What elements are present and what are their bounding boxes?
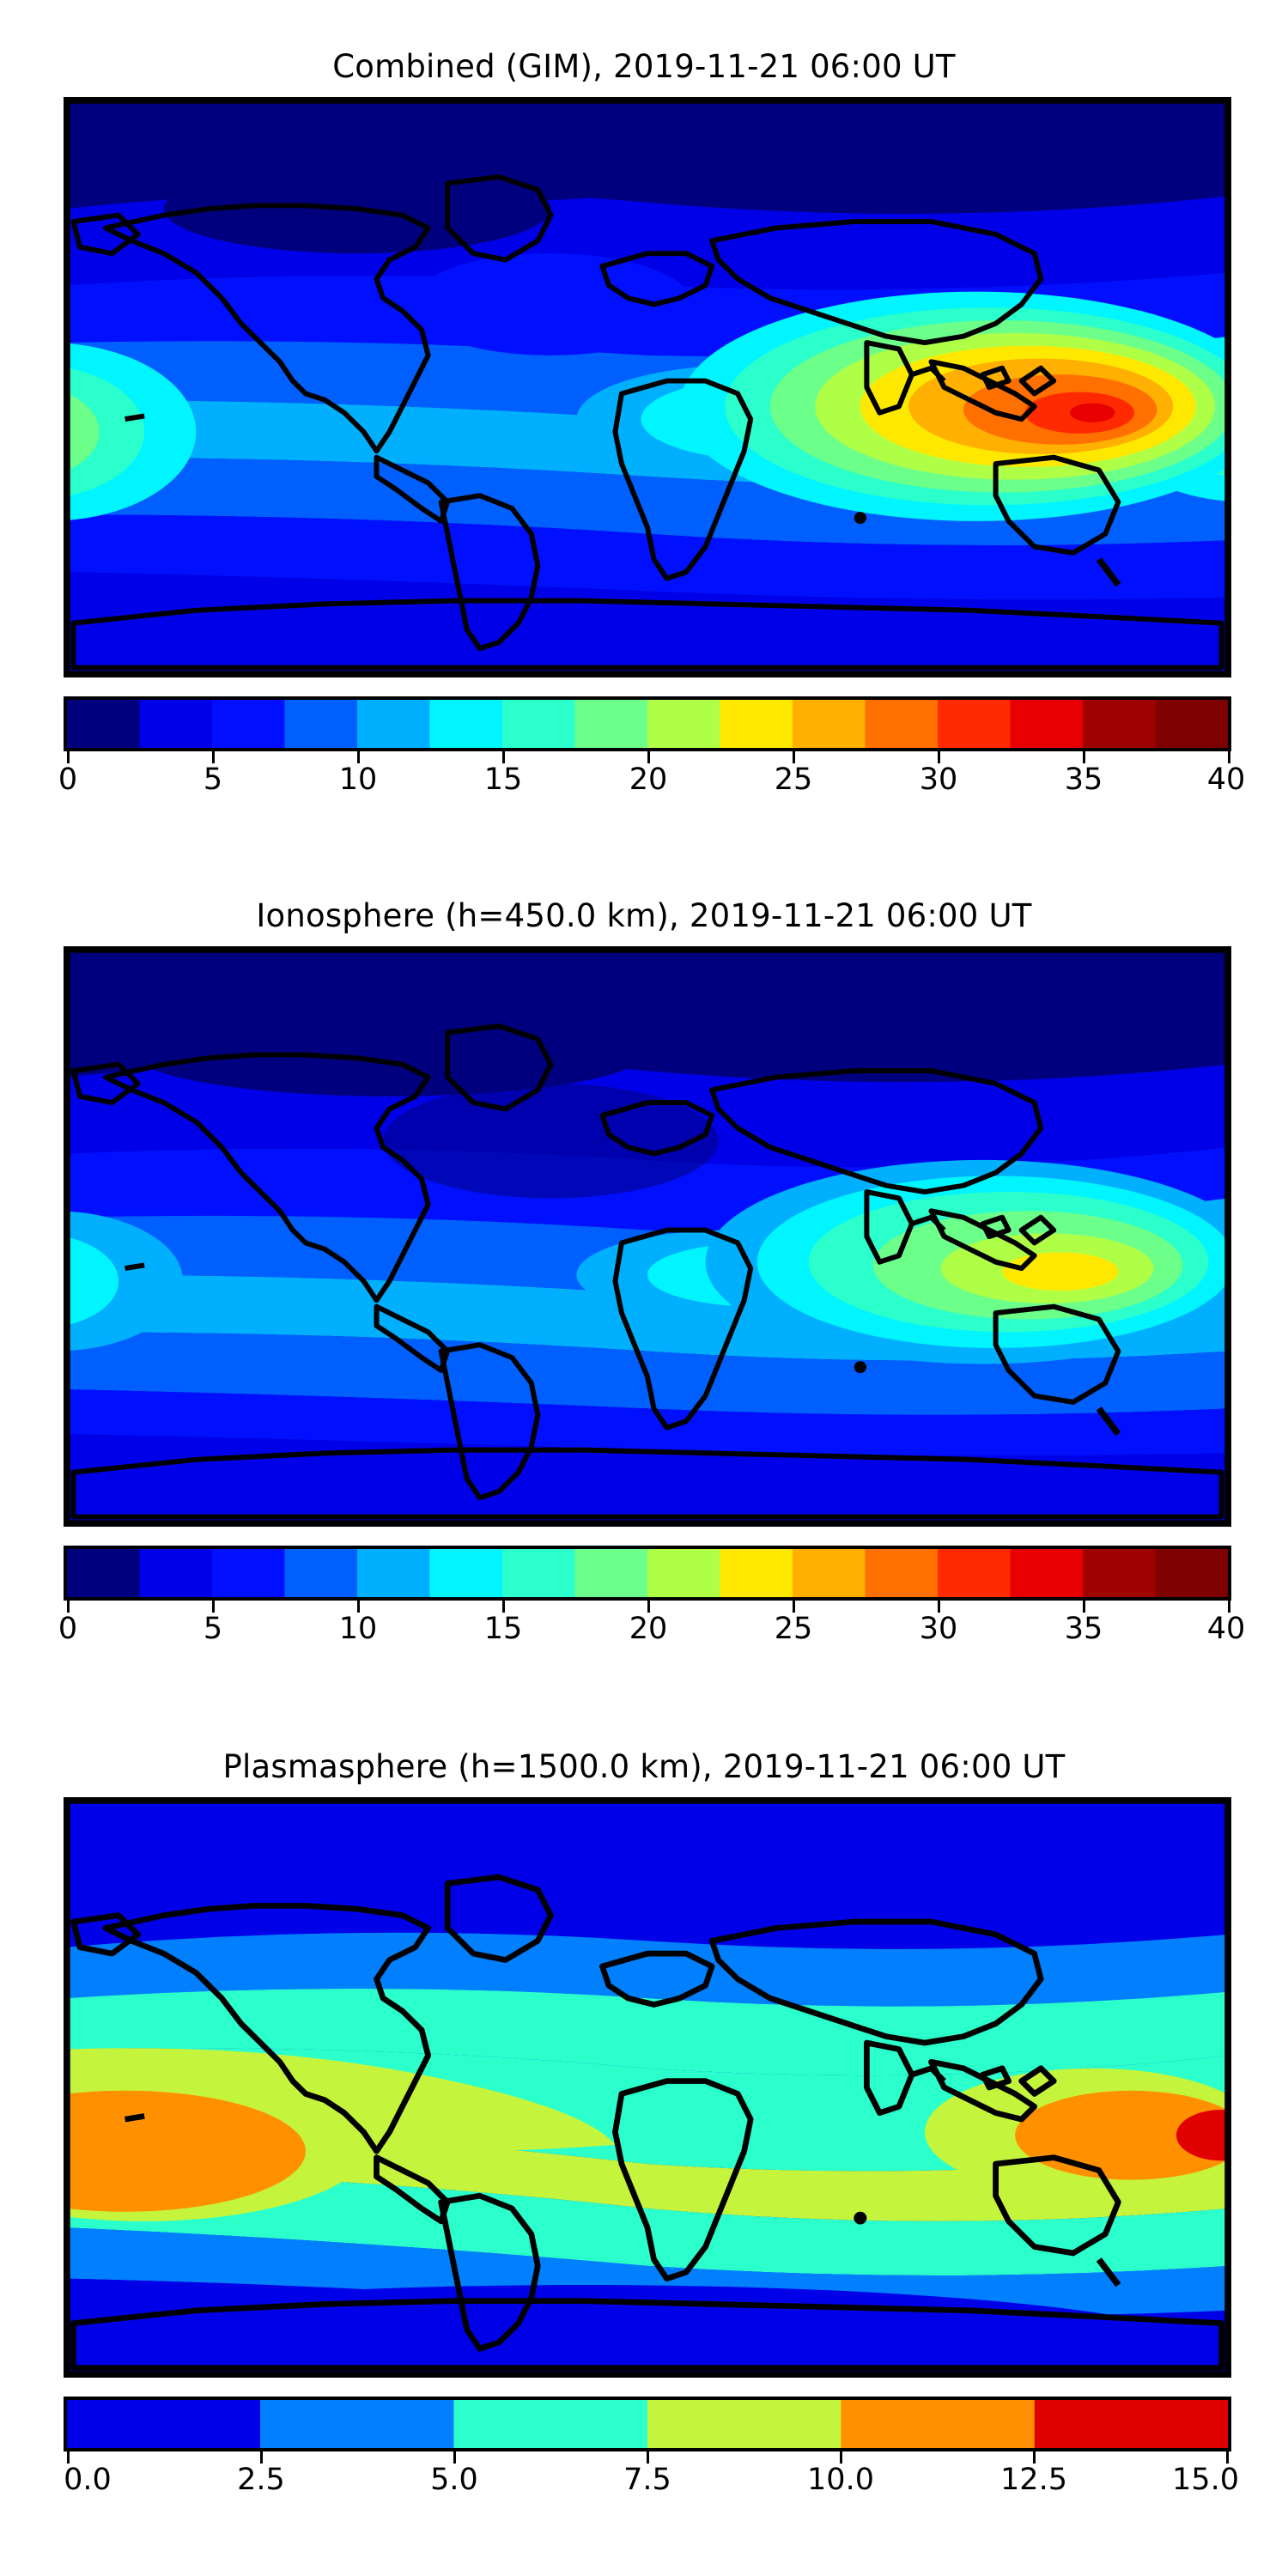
cbar3-tick-1: 2.5 bbox=[237, 2463, 285, 2497]
cbar2-tick-1: 5 bbox=[203, 1612, 223, 1646]
colorbar-ionosphere[interactable]: 0 5 10 15 20 25 30 35 40 bbox=[58, 1546, 1245, 1656]
panel-plasmasphere-title: Plasmasphere (h=1500.0 km), 2019-11-21 0… bbox=[222, 1748, 1066, 1785]
cbar1-tick-4: 20 bbox=[629, 762, 668, 797]
map-ionosphere[interactable] bbox=[64, 946, 1231, 1527]
map-plasmasphere-canvas[interactable] bbox=[64, 1797, 1231, 2378]
cbar2-tick-0: 0 bbox=[58, 1612, 78, 1646]
map-combined[interactable] bbox=[64, 97, 1231, 677]
cbar1-tick-7: 35 bbox=[1064, 762, 1103, 797]
cbar2-tick-5: 25 bbox=[774, 1612, 813, 1646]
cbar3-tick-0: 0.0 bbox=[64, 2463, 112, 2497]
cbar1-tick-1: 5 bbox=[203, 762, 223, 797]
cbar3-tick-3: 7.5 bbox=[623, 2463, 671, 2497]
cbar2-tick-6: 30 bbox=[919, 1612, 958, 1646]
contour-field-plasmasphere bbox=[67, 1801, 1228, 2374]
colorbar-ionosphere-ticks: 0 5 10 15 20 25 30 35 40 bbox=[58, 1601, 1245, 1656]
panel-plasmasphere: Plasmasphere (h=1500.0 km), 2019-11-21 0… bbox=[0, 1748, 1288, 2506]
cbar1-tick-5: 25 bbox=[774, 762, 813, 797]
cbar1-tick-0: 0 bbox=[58, 762, 78, 797]
colorbar-plasmasphere-swatches bbox=[64, 2397, 1231, 2451]
cbar3-tick-5: 12.5 bbox=[1000, 2463, 1067, 2497]
colorbar-plasmasphere-ticks: 0.0 2.5 5.0 7.5 10.0 12.5 15.0 bbox=[64, 2451, 1239, 2506]
coastlines-ionosphere bbox=[74, 1026, 1222, 1517]
colorbar-plasmasphere[interactable]: 0.0 2.5 5.0 7.5 10.0 12.5 15.0 bbox=[64, 2397, 1239, 2506]
map-combined-canvas[interactable] bbox=[64, 97, 1231, 677]
coastlines-combined bbox=[74, 177, 1222, 668]
colorbar-ionosphere-swatches bbox=[64, 1546, 1231, 1601]
map-ionosphere-canvas[interactable] bbox=[64, 946, 1231, 1527]
map-plasmasphere[interactable] bbox=[64, 1797, 1231, 2378]
cbar3-tick-4: 10.0 bbox=[807, 2463, 874, 2497]
cbar2-tick-3: 15 bbox=[483, 1612, 523, 1646]
cbar3-tick-6: 15.0 bbox=[1172, 2463, 1239, 2497]
cbar1-tick-3: 15 bbox=[483, 762, 523, 797]
cbar1-tick-2: 10 bbox=[338, 762, 378, 797]
coastlines-plasmasphere bbox=[74, 1877, 1222, 2368]
cbar3-tick-2: 5.0 bbox=[430, 2463, 478, 2497]
cbar2-tick-4: 20 bbox=[629, 1612, 668, 1646]
colorbar-combined-swatches bbox=[64, 696, 1231, 751]
colorbar-combined[interactable]: 0 5 10 15 20 25 30 35 40 bbox=[58, 696, 1245, 806]
cbar2-tick-7: 35 bbox=[1064, 1612, 1103, 1646]
panel-combined-title: Combined (GIM), 2019-11-21 06:00 UT bbox=[332, 48, 956, 85]
panel-ionosphere-title: Ionosphere (h=450.0 km), 2019-11-21 06:0… bbox=[256, 897, 1032, 934]
panel-ionosphere: Ionosphere (h=450.0 km), 2019-11-21 06:0… bbox=[0, 897, 1288, 1656]
cbar2-tick-2: 10 bbox=[338, 1612, 378, 1646]
panel-combined: Combined (GIM), 2019-11-21 06:00 UT bbox=[0, 48, 1288, 806]
cbar1-tick-8: 40 bbox=[1206, 762, 1246, 797]
cbar2-tick-8: 40 bbox=[1206, 1612, 1246, 1646]
colorbar-combined-ticks: 0 5 10 15 20 25 30 35 40 bbox=[58, 751, 1245, 806]
contour-field-combined bbox=[67, 100, 1228, 674]
cbar1-tick-6: 30 bbox=[919, 762, 958, 797]
